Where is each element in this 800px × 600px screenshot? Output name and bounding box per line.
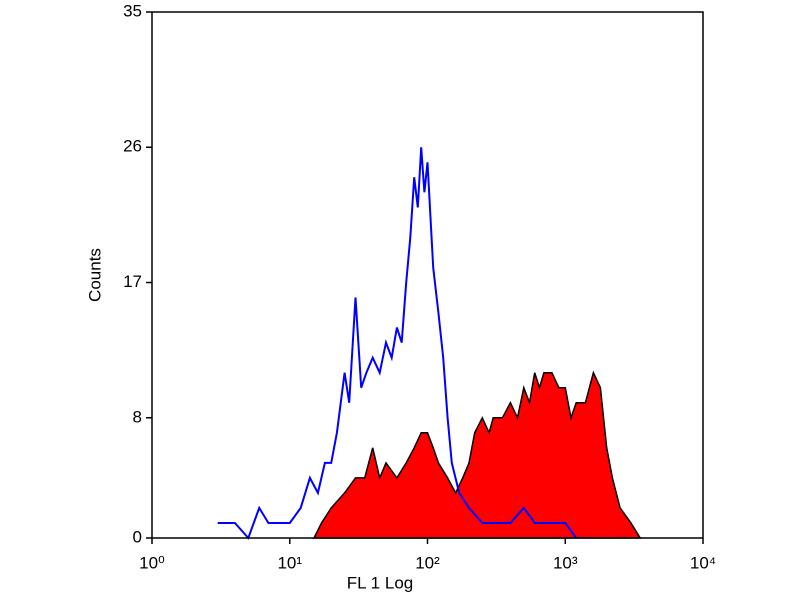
y-tick-label: 35: [123, 1, 142, 20]
y-axis-label: Counts: [85, 248, 104, 302]
y-tick-label: 0: [133, 527, 142, 546]
histogram-area: [312, 370, 642, 539]
x-tick-label: 10²: [415, 553, 440, 572]
x-tick-label: 10⁴: [690, 553, 716, 572]
histogram-line: [217, 147, 578, 540]
x-tick-label: 10⁰: [139, 553, 165, 572]
y-tick-label: 17: [123, 272, 142, 291]
y-tick-label: 8: [133, 407, 142, 426]
x-axis-label: FL 1 Log: [347, 573, 413, 592]
x-tick-label: 10¹: [277, 553, 302, 572]
x-tick-label: 10³: [553, 553, 578, 572]
y-tick-label: 26: [123, 137, 142, 156]
